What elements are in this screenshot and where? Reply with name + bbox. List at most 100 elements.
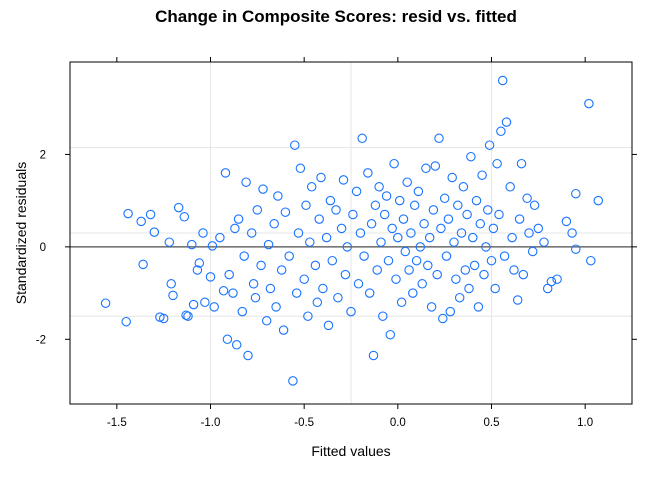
data-point <box>301 200 311 211</box>
data-point <box>346 306 356 317</box>
data-point <box>398 214 409 224</box>
data-point <box>166 279 176 289</box>
data-point <box>479 269 489 280</box>
data-point <box>318 283 328 294</box>
y-tick-label: 2 <box>40 149 46 161</box>
data-point <box>173 202 184 213</box>
data-point <box>218 286 229 296</box>
data-points <box>100 75 604 386</box>
data-point <box>423 260 433 271</box>
data-point <box>325 195 336 206</box>
data-point <box>168 290 178 301</box>
y-tick-label: 0 <box>40 242 46 254</box>
data-point <box>490 283 500 294</box>
data-point <box>366 219 377 229</box>
data-point <box>265 283 276 294</box>
data-point <box>331 205 341 215</box>
data-point <box>145 209 156 220</box>
data-point <box>421 163 431 174</box>
data-point <box>246 228 257 238</box>
data-point <box>475 219 486 229</box>
data-point <box>194 258 205 268</box>
data-point <box>518 269 529 280</box>
data-point <box>415 242 426 252</box>
data-point <box>299 274 309 284</box>
data-point <box>123 208 133 219</box>
data-point <box>430 161 441 171</box>
data-point <box>469 260 480 271</box>
data-point <box>381 191 392 201</box>
data-point <box>295 163 306 174</box>
data-point <box>276 265 287 275</box>
data-point <box>183 311 193 321</box>
data-point <box>454 292 465 303</box>
data-point <box>499 251 510 261</box>
plot-frame <box>69 61 633 405</box>
data-point <box>248 279 259 289</box>
data-point <box>383 255 394 266</box>
x-tick-label: 1.0 <box>577 417 593 429</box>
y-tick-label: -2 <box>36 334 46 346</box>
data-point <box>228 288 238 298</box>
data-point <box>571 188 581 199</box>
data-point <box>359 251 369 261</box>
data-point <box>224 269 234 280</box>
data-point <box>241 177 251 187</box>
data-point <box>378 311 388 321</box>
data-point <box>158 313 169 324</box>
data-point <box>288 376 298 386</box>
data-point <box>586 255 596 266</box>
data-point <box>271 302 281 312</box>
data-point <box>164 237 175 247</box>
data-point <box>505 182 515 192</box>
data-point <box>149 227 160 237</box>
data-point <box>458 182 469 192</box>
data-point <box>179 212 190 222</box>
data-point <box>261 316 272 326</box>
data-point <box>413 186 424 197</box>
data-point <box>496 126 506 137</box>
data-point <box>453 200 463 211</box>
data-point <box>263 239 274 250</box>
data-point <box>291 288 302 298</box>
data-point <box>462 209 472 220</box>
data-point <box>338 175 349 185</box>
data-point <box>293 228 304 238</box>
data-point <box>243 350 253 361</box>
data-point <box>200 297 210 308</box>
data-point <box>280 207 291 217</box>
data-point <box>439 193 450 204</box>
data-point <box>466 151 476 162</box>
data-point <box>417 279 427 289</box>
data-point <box>220 168 231 178</box>
data-point <box>409 200 420 211</box>
data-point <box>209 302 219 312</box>
x-tick-label: -0.5 <box>294 417 314 429</box>
data-point <box>250 292 261 303</box>
data-point <box>100 298 111 308</box>
data-point <box>192 265 203 275</box>
data-point <box>312 297 323 308</box>
data-point <box>215 232 225 243</box>
data-point <box>357 133 367 144</box>
y-axis-label: Standardized residuals <box>13 162 29 304</box>
data-point <box>584 98 594 109</box>
data-point <box>434 133 444 144</box>
data-point <box>404 265 414 275</box>
data-point <box>387 223 397 234</box>
data-point <box>501 117 512 127</box>
gridlines <box>70 62 632 404</box>
data-point <box>449 237 459 247</box>
data-point <box>290 140 300 150</box>
data-point <box>379 209 390 220</box>
data-point <box>396 297 407 308</box>
data-point <box>198 228 208 238</box>
data-point <box>374 182 384 192</box>
data-point <box>533 223 544 234</box>
data-point <box>205 272 216 282</box>
x-tick-label: -1.0 <box>201 417 221 429</box>
data-point <box>237 306 248 317</box>
x-tick-label: 0.5 <box>484 417 500 429</box>
data-point <box>327 255 338 266</box>
data-point <box>336 223 347 234</box>
